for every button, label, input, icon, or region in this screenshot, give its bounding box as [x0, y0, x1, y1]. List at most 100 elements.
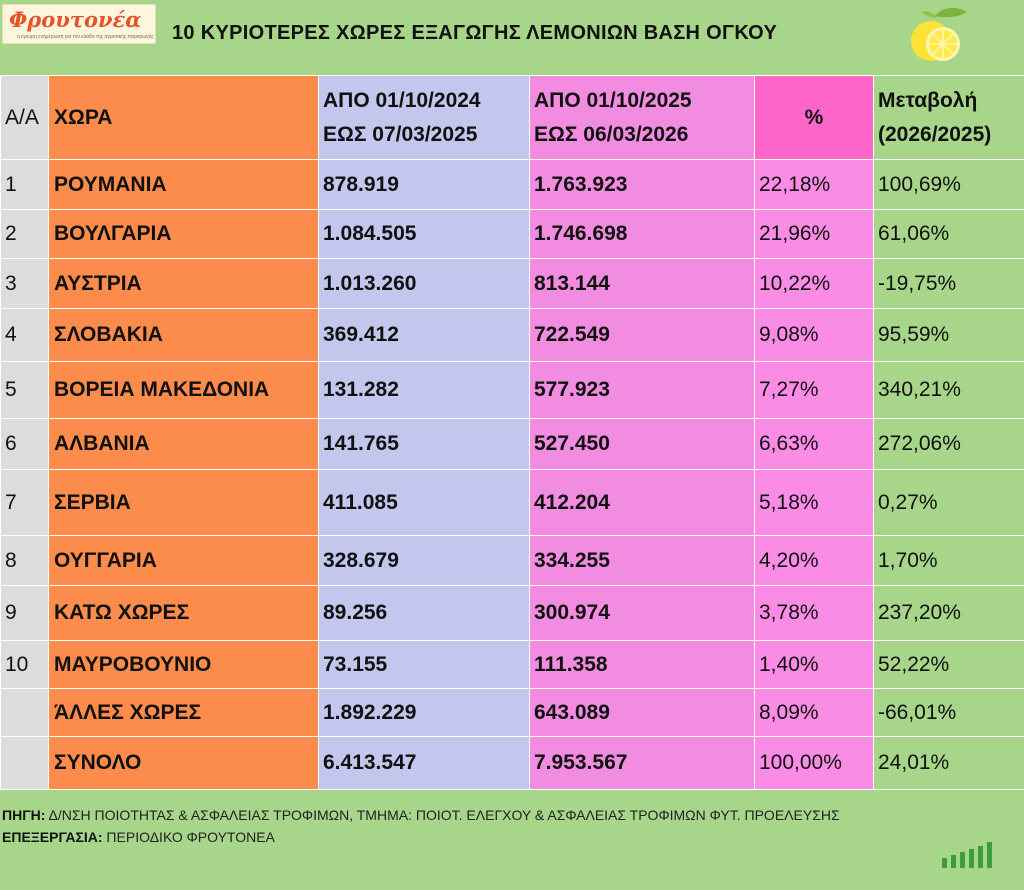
row-num: 8	[0, 535, 49, 586]
row-share: 6,63%	[754, 418, 874, 470]
row-change: 272,06%	[873, 418, 1024, 470]
row-num	[0, 736, 49, 790]
row-volume-2024-2025: 131.282	[318, 361, 530, 419]
logo-tagline: η έγκυρη ενημέρωση για τον κλάδο της αγρ…	[17, 34, 154, 40]
row-volume-2024-2025: 878.919	[318, 159, 530, 210]
source-label: ΠΗΓΗ:	[2, 807, 46, 823]
row-change: 52,22%	[873, 640, 1024, 689]
row-volume-2024-2025: 73.155	[318, 640, 530, 689]
row-share: 22,18%	[754, 159, 874, 210]
row-volume-2024-2025: 6.413.547	[318, 736, 530, 790]
table-row: 6 ΑΛΒΑΝΙΑ 141.765 527.450 6,63% 272,06%	[0, 418, 1024, 470]
row-country: ΒΟΡΕΙΑ ΜΑΚΕΔΟΝΙΑ	[48, 361, 319, 419]
row-volume-2025-2026: 111.358	[529, 640, 755, 689]
table-header-row: Α/Α ΧΩΡΑ ΑΠΟ 01/10/2024 ΕΩΣ 07/03/2025 Α…	[0, 75, 1024, 160]
row-share: 10,22%	[754, 258, 874, 309]
row-change: 100,69%	[873, 159, 1024, 210]
row-country: ΚΑΤΩ ΧΩΡΕΣ	[48, 585, 319, 641]
row-country: ΣΛΟΒΑΚΙΑ	[48, 308, 319, 362]
table-row: 1 ΡΟΥΜΑΝΙΑ 878.919 1.763.923 22,18% 100,69%	[0, 159, 1024, 210]
row-share: 4,20%	[754, 535, 874, 586]
row-country: ΡΟΥΜΑΝΙΑ	[48, 159, 319, 210]
row-country: ΣΕΡΒΙΑ	[48, 469, 319, 536]
table-row: 7 ΣΕΡΒΙΑ 411.085 412.204 5,18% 0,27%	[0, 469, 1024, 536]
header-change-years: (2026/2025)	[878, 122, 992, 146]
row-change: 237,20%	[873, 585, 1024, 641]
header-change-title: Μεταβολή	[878, 88, 978, 112]
header-period-2-to: ΕΩΣ 06/03/2026	[534, 122, 689, 146]
row-change: 24,01%	[873, 736, 1024, 790]
row-num: 6	[0, 418, 49, 470]
table-row: 3 ΑΥΣΤΡΙΑ 1.013.260 813.144 10,22% -19,75%	[0, 258, 1024, 309]
row-volume-2025-2026: 7.953.567	[529, 736, 755, 790]
row-country: ΑΥΣΤΡΙΑ	[48, 258, 319, 309]
processing-line: ΕΠΕΞΕΡΓΑΣΙΑ: ΠΕΡΙΟΔΙΚΟ ΦΡΟΥΤΟΝΕΑ	[2, 829, 840, 851]
lemon-icon	[911, 7, 967, 61]
row-country: ΣΥΝΟΛΟ	[48, 736, 319, 790]
row-share: 8,09%	[754, 688, 874, 737]
row-volume-2025-2026: 1.746.698	[529, 209, 755, 259]
table-row: 9 ΚΑΤΩ ΧΩΡΕΣ 89.256 300.974 3,78% 237,20%	[0, 585, 1024, 641]
table-row: 4 ΣΛΟΒΑΚΙΑ 369.412 722.549 9,08% 95,59%	[0, 308, 1024, 362]
header-change: Μεταβολή (2026/2025)	[873, 75, 1024, 160]
header-num: Α/Α	[0, 75, 49, 160]
table-row: 2 ΒΟΥΛΓΑΡΙΑ 1.084.505 1.746.698 21,96% 61,06%	[0, 209, 1024, 259]
row-num: 4	[0, 308, 49, 362]
source-note: ΠΗΓΗ: Δ/ΝΣΗ ΠΟΙΟΤΗΤΑΣ & ΑΣΦΑΛΕΙΑΣ ΤΡΟΦΙΜ…	[2, 807, 840, 851]
table-row: 8 ΟΥΓΓΑΡΙΑ 328.679 334.255 4,20% 1,70%	[0, 535, 1024, 586]
header-country: ΧΩΡΑ	[48, 75, 319, 160]
header-period-1-to: ΕΩΣ 07/03/2025	[323, 122, 478, 146]
row-num: 1	[0, 159, 49, 210]
row-country: ΑΛΒΑΝΙΑ	[48, 418, 319, 470]
row-country: ΆΛΛΕΣ ΧΩΡΕΣ	[48, 688, 319, 737]
header-period-2-from: ΑΠΟ 01/10/2025	[534, 88, 692, 112]
row-country: ΟΥΓΓΑΡΙΑ	[48, 535, 319, 586]
row-change: 1,70%	[873, 535, 1024, 586]
row-num: 10	[0, 640, 49, 689]
logo-brand: Φρουτονέα	[9, 7, 142, 32]
logo: Φρουτονέα η έγκυρη ενημέρωση για τον κλά…	[2, 4, 156, 44]
row-volume-2024-2025: 1.013.260	[318, 258, 530, 309]
table-row: ΣΥΝΟΛΟ 6.413.547 7.953.567 100,00% 24,01%	[0, 736, 1024, 790]
row-share: 100,00%	[754, 736, 874, 790]
row-volume-2025-2026: 643.089	[529, 688, 755, 737]
row-num: 7	[0, 469, 49, 536]
header-period-1: ΑΠΟ 01/10/2024 ΕΩΣ 07/03/2025	[318, 75, 530, 160]
row-share: 1,40%	[754, 640, 874, 689]
row-volume-2024-2025: 369.412	[318, 308, 530, 362]
row-share: 9,08%	[754, 308, 874, 362]
row-volume-2025-2026: 1.763.923	[529, 159, 755, 210]
row-volume-2024-2025: 1.084.505	[318, 209, 530, 259]
processing-text: ΠΕΡΙΟΔΙΚΟ ΦΡΟΥΤΟΝΕΑ	[102, 829, 275, 845]
row-country: ΜΑΥΡΟΒΟΥΝΙΟ	[48, 640, 319, 689]
row-volume-2024-2025: 411.085	[318, 469, 530, 536]
row-num	[0, 688, 49, 737]
header-period-2: ΑΠΟ 01/10/2025 ΕΩΣ 06/03/2026	[529, 75, 755, 160]
source-text: Δ/ΝΣΗ ΠΟΙΟΤΗΤΑΣ & ΑΣΦΑΛΕΙΑΣ ΤΡΟΦΙΜΩΝ, ΤΜ…	[45, 807, 840, 823]
row-num: 3	[0, 258, 49, 309]
row-change: -66,01%	[873, 688, 1024, 737]
page-title: 10 ΚΥΡΙΟΤΕΡΕΣ ΧΩΡΕΣ ΕΞΑΓΩΓΗΣ ΛΕΜΟΝΙΩΝ ΒΑ…	[172, 22, 778, 44]
header-share: %	[754, 75, 874, 160]
row-country: ΒΟΥΛΓΑΡΙΑ	[48, 209, 319, 259]
row-change: 61,06%	[873, 209, 1024, 259]
row-share: 21,96%	[754, 209, 874, 259]
row-change: 0,27%	[873, 469, 1024, 536]
processing-label: ΕΠΕΞΕΡΓΑΣΙΑ:	[2, 829, 103, 845]
row-volume-2025-2026: 577.923	[529, 361, 755, 419]
row-share: 5,18%	[754, 469, 874, 536]
source-line: ΠΗΓΗ: Δ/ΝΣΗ ΠΟΙΟΤΗΤΑΣ & ΑΣΦΑΛΕΙΑΣ ΤΡΟΦΙΜ…	[2, 807, 840, 829]
row-num: 5	[0, 361, 49, 419]
bar-chart-icon	[942, 842, 992, 868]
table-row: 10 ΜΑΥΡΟΒΟΥΝΙΟ 73.155 111.358 1,40% 52,22%	[0, 640, 1024, 689]
row-change: 340,21%	[873, 361, 1024, 419]
row-volume-2025-2026: 334.255	[529, 535, 755, 586]
row-num: 2	[0, 209, 49, 259]
row-num: 9	[0, 585, 49, 641]
row-volume-2024-2025: 328.679	[318, 535, 530, 586]
table-row: ΆΛΛΕΣ ΧΩΡΕΣ 1.892.229 643.089 8,09% -66,01%	[0, 688, 1024, 737]
row-volume-2024-2025: 1.892.229	[318, 688, 530, 737]
table-row: 5 ΒΟΡΕΙΑ ΜΑΚΕΔΟΝΙΑ 131.282 577.923 7,27% 340,…	[0, 361, 1024, 419]
row-volume-2025-2026: 722.549	[529, 308, 755, 362]
row-volume-2024-2025: 141.765	[318, 418, 530, 470]
